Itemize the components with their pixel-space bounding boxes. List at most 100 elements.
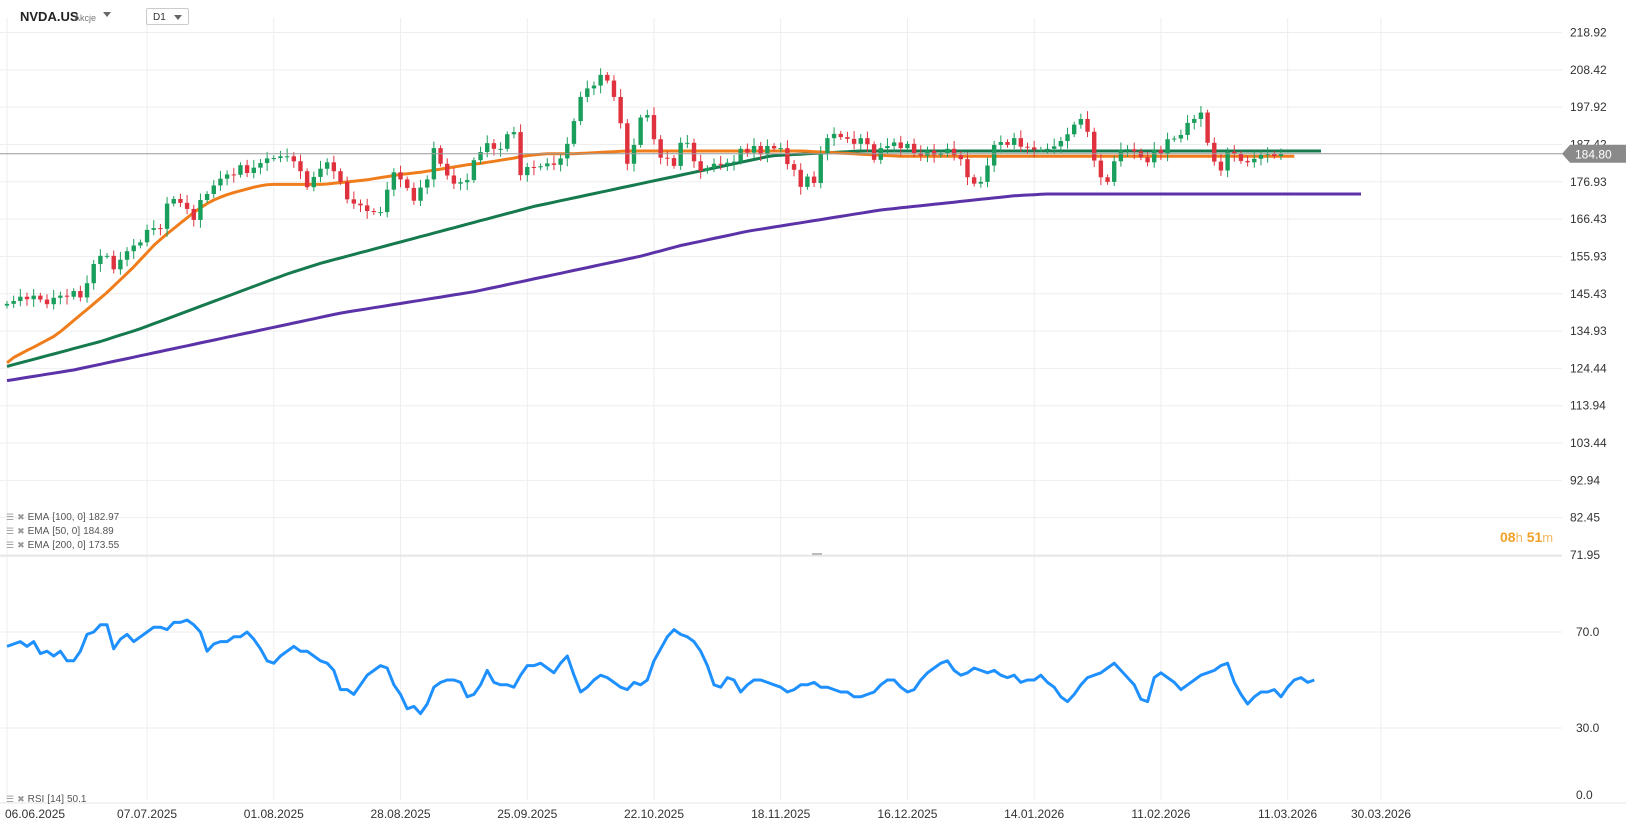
candle-body: [1198, 112, 1204, 119]
candle-body: [84, 283, 90, 298]
time-tick-label: 16.12.2025: [877, 807, 937, 821]
settings-icon[interactable]: ☰: [6, 540, 15, 550]
settings-icon[interactable]: ☰: [6, 512, 15, 522]
legend-rsi[interactable]: ☰ ✖ RSI [14] 50.1: [6, 794, 86, 805]
symbol-dropdown-chevron-icon[interactable]: [103, 12, 111, 17]
legend-rsi-params: [14]: [47, 794, 64, 805]
candle-body: [418, 187, 423, 201]
candle-body: [1158, 149, 1164, 154]
candle-body: [498, 148, 503, 150]
timeframe-value: D1: [153, 12, 166, 23]
candle-body: [1085, 118, 1090, 132]
time-tick-label: 01.08.2025: [244, 807, 304, 821]
candle-body: [585, 88, 590, 97]
candle-body: [1232, 151, 1237, 154]
legend-ema200[interactable]: ☰ ✖ EMA [200, 0] 173.55: [6, 540, 119, 551]
candle-body: [431, 148, 437, 180]
candle-body: [384, 189, 390, 213]
candle-body: [1205, 112, 1210, 143]
close-icon[interactable]: ✖: [17, 526, 25, 536]
pane-divider-handle[interactable]: [812, 553, 822, 555]
candle-body: [465, 180, 470, 183]
candle-body: [331, 162, 337, 172]
candle-body: [951, 148, 957, 156]
rsi-tick-label: 70.0: [1576, 625, 1600, 639]
candle-body: [645, 115, 650, 118]
candle-body: [1238, 153, 1244, 161]
candle-body: [1278, 153, 1284, 156]
candle-body: [184, 202, 190, 209]
legend-ema100[interactable]: ☰ ✖ EMA [100, 0] 182.97: [6, 512, 119, 523]
candle-body: [898, 142, 903, 149]
time-tick-label: 07.07.2025: [117, 807, 177, 821]
time-tick-label: 28.08.2025: [370, 807, 430, 821]
candle-body: [765, 145, 770, 155]
settings-icon[interactable]: ☰: [6, 526, 15, 536]
candle-body: [158, 228, 163, 230]
candle-body: [171, 198, 176, 204]
time-tick-label: 30.03.2026: [1351, 807, 1411, 821]
candle-body: [785, 148, 790, 165]
candle-body: [885, 145, 890, 149]
candle-body: [965, 159, 970, 178]
close-icon[interactable]: ✖: [17, 794, 25, 804]
candle-body: [945, 148, 950, 154]
candle-body: [838, 133, 843, 138]
candle-body: [758, 145, 763, 155]
rsi-line: [6, 618, 1315, 716]
candle-body: [705, 168, 710, 171]
candle-body: [291, 156, 297, 162]
candle-body: [1018, 138, 1024, 147]
legend-ema50-value: 184.89: [83, 526, 114, 537]
rsi-tick-label: 30.0: [1576, 721, 1600, 735]
candle-body: [304, 171, 310, 188]
candle-body: [151, 228, 156, 230]
candle-body: [244, 165, 250, 174]
candle-body: [1005, 142, 1010, 145]
candle-body: [811, 176, 817, 183]
legend-ema200-value: 173.55: [88, 540, 120, 551]
current-price-label: 184.80: [1575, 147, 1612, 161]
candle-body: [478, 152, 483, 161]
time-tick-label: 22.10.2025: [624, 807, 684, 821]
candle-body: [651, 115, 657, 140]
candle-body: [104, 255, 110, 257]
candle-body: [18, 296, 23, 301]
price-tick-label: 71.95: [1570, 548, 1600, 562]
close-icon[interactable]: ✖: [17, 540, 25, 550]
candle-body: [278, 156, 283, 159]
candle-body: [611, 80, 617, 97]
legend-ema100-label: EMA: [27, 512, 50, 523]
candle-body: [1178, 134, 1184, 139]
candle-body: [271, 158, 276, 160]
candle-body: [605, 74, 610, 81]
candle-body: [425, 179, 430, 188]
ema100-line: [6, 149, 1295, 364]
ema50-line: [6, 149, 1321, 368]
candle-body: [1138, 151, 1144, 158]
symbol-label[interactable]: NVDA.US: [20, 9, 79, 24]
legend-ema50-params: [50, 0]: [52, 526, 81, 537]
candle-body: [958, 155, 964, 160]
countdown-minutes-unit: m: [1542, 530, 1554, 545]
candle-body: [198, 200, 203, 220]
candle-body: [11, 300, 16, 304]
ema200-line: [6, 192, 1361, 383]
candle-body: [311, 176, 317, 188]
candle-body: [551, 163, 557, 165]
candle-body: [1038, 149, 1044, 151]
candle-body: [1105, 177, 1110, 182]
candle-body: [4, 303, 10, 306]
candle-body: [78, 291, 83, 298]
candle-body: [991, 144, 997, 166]
candle-body: [218, 178, 223, 186]
settings-icon[interactable]: ☰: [6, 794, 15, 804]
candle-body: [24, 296, 30, 300]
timeframe-select[interactable]: D1: [146, 8, 189, 25]
legend-ema50[interactable]: ☰ ✖ EMA [50, 0] 184.89: [6, 526, 114, 537]
time-tick-label: 14.01.2026: [1004, 807, 1064, 821]
close-icon[interactable]: ✖: [17, 512, 25, 522]
price-tick-label: 155.93: [1570, 249, 1607, 263]
price-tick-label: 134.93: [1570, 324, 1607, 338]
